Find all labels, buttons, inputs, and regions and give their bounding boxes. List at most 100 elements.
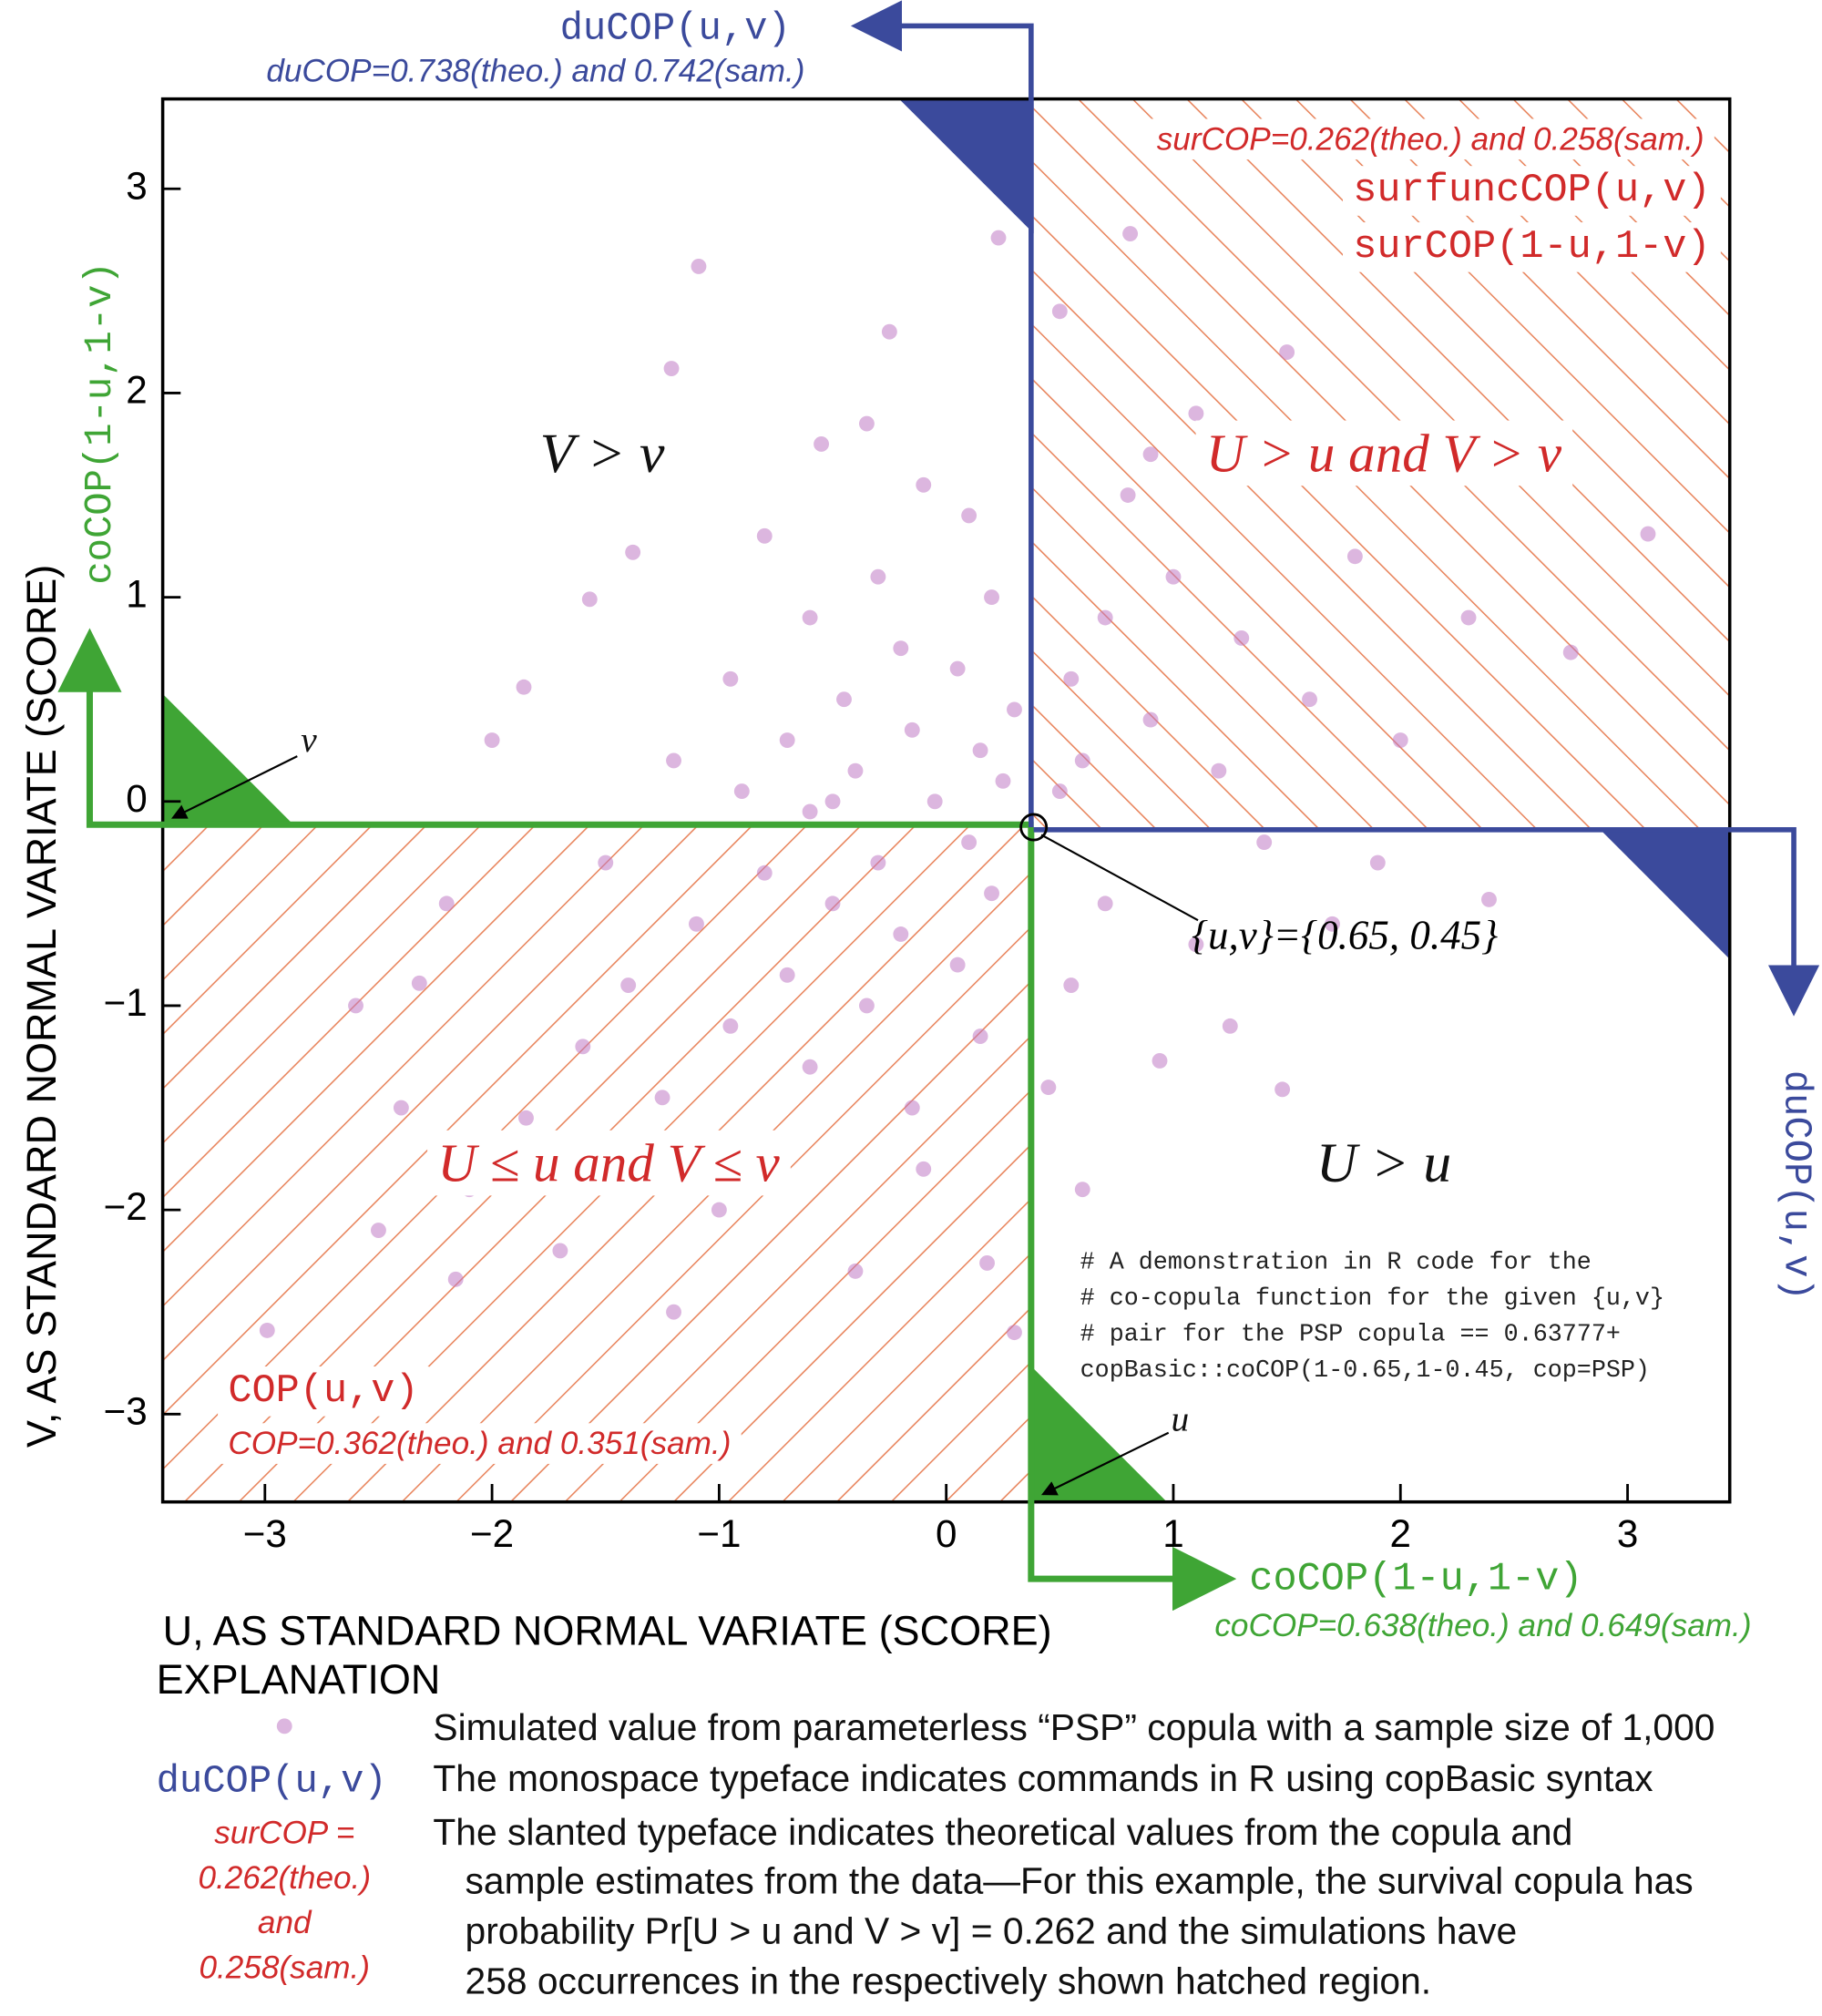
point (1325, 916, 1340, 932)
uv-label: {u,v}={0.65, 0.45} (1192, 913, 1498, 958)
point (916, 476, 932, 493)
label-box (218, 1423, 742, 1464)
point (972, 1028, 988, 1045)
point (711, 1202, 727, 1218)
legend-text: sample estimates from the data—For this … (466, 1860, 1694, 1902)
blue-triangle (898, 98, 1034, 234)
x-tick-label: 2 (1390, 1512, 1411, 1555)
code-line: # pair for the PSP copula == 0.63777+ (1080, 1322, 1621, 1349)
legend-key: 0.258(sam.) (199, 1949, 370, 1985)
point (904, 721, 920, 738)
annotation: V > v (540, 423, 665, 485)
green-arrow (1028, 827, 1237, 1612)
point (995, 773, 1011, 789)
point (1122, 226, 1139, 242)
point (858, 415, 875, 432)
y-tick-label: 3 (126, 164, 147, 207)
point (1074, 752, 1090, 769)
code-line: # A demonstration in R code for the (1080, 1250, 1592, 1277)
overlay: −3 −2 −1 0 1 2 3 −3 −2 −1 0 1 2 3 {u,v}={0.65, 0.45} du… (18, 0, 1820, 2001)
point (836, 691, 852, 708)
point (1211, 762, 1227, 779)
point (961, 834, 978, 851)
point (802, 1059, 818, 1075)
point (1074, 1182, 1090, 1198)
point (1460, 609, 1477, 626)
point (893, 926, 909, 942)
legend-key: and (258, 1905, 312, 1940)
y-tick-label: 1 (126, 573, 147, 616)
point (259, 1322, 275, 1338)
point (870, 568, 886, 585)
y-tick-label: −2 (104, 1185, 148, 1228)
x-tick-label: −1 (697, 1512, 741, 1555)
point (516, 679, 532, 695)
point (666, 752, 681, 769)
x-axis-label: U, AS STANDARD NORMAL VARIATE (SCORE) (163, 1607, 1052, 1653)
point (438, 895, 455, 912)
point (1051, 783, 1068, 800)
legend-point (276, 1718, 292, 1735)
point (1640, 526, 1656, 542)
y-tick-label: −1 (104, 981, 148, 1024)
point (847, 762, 864, 779)
point (1346, 548, 1363, 565)
point (484, 732, 500, 748)
legend-key: duCOP(u,v) (157, 1759, 387, 1803)
point (984, 589, 999, 606)
point (1392, 732, 1408, 748)
annotation: U > u (1316, 1132, 1451, 1194)
point (575, 1039, 591, 1055)
point (620, 977, 637, 993)
label-box (427, 1130, 791, 1196)
point (1562, 644, 1579, 660)
annotation: v (301, 720, 317, 760)
point (722, 670, 739, 687)
point (371, 1223, 386, 1238)
point (1040, 1080, 1057, 1096)
point (1152, 1053, 1168, 1069)
point (984, 885, 999, 902)
green-triangle (1033, 1368, 1167, 1502)
point (518, 1110, 534, 1126)
point (654, 1090, 670, 1106)
annotation: coCOP(1-u,1-v) (78, 261, 122, 584)
explanation-title: EXPLANATION (157, 1656, 441, 1703)
point (666, 1304, 681, 1320)
x-tick-label: 3 (1617, 1512, 1638, 1555)
point (1233, 629, 1250, 646)
point (802, 803, 818, 820)
label-box (1342, 222, 1721, 272)
y-tick-label: −3 (104, 1389, 148, 1432)
legend-text: Simulated value from parameterless “PSP”… (433, 1706, 1715, 1748)
point (1279, 344, 1295, 361)
point (689, 916, 704, 932)
points (259, 226, 1656, 1341)
legend-text: The monospace typeface indicates command… (433, 1757, 1653, 1799)
code-line: # co-copula function for the given {u,v} (1080, 1285, 1664, 1313)
leader (1040, 834, 1199, 922)
point (1097, 895, 1113, 912)
point (663, 361, 680, 376)
point (581, 591, 598, 608)
annotation: U ≤ u and V ≤ v (437, 1133, 780, 1193)
point (1063, 977, 1080, 993)
y-tick-label: 2 (126, 369, 147, 412)
green-triangle (162, 693, 296, 828)
annotation: surfuncCOP(u,v) (1353, 169, 1710, 213)
point (348, 998, 363, 1014)
point (411, 975, 427, 991)
point (814, 436, 830, 452)
annotation: COP=0.362(theo.) and 0.351(sam.) (228, 1426, 731, 1461)
point (722, 1018, 739, 1034)
x-tick-label: −3 (243, 1512, 287, 1555)
point (733, 783, 750, 800)
point (979, 1254, 995, 1271)
point (1481, 891, 1497, 907)
label-box (1146, 118, 1715, 160)
point (1165, 568, 1182, 585)
point (926, 793, 943, 810)
legend-text: probability Pr[U > u and V > v] = 0.262 … (466, 1909, 1518, 1951)
x-tick-label: 0 (936, 1512, 957, 1555)
